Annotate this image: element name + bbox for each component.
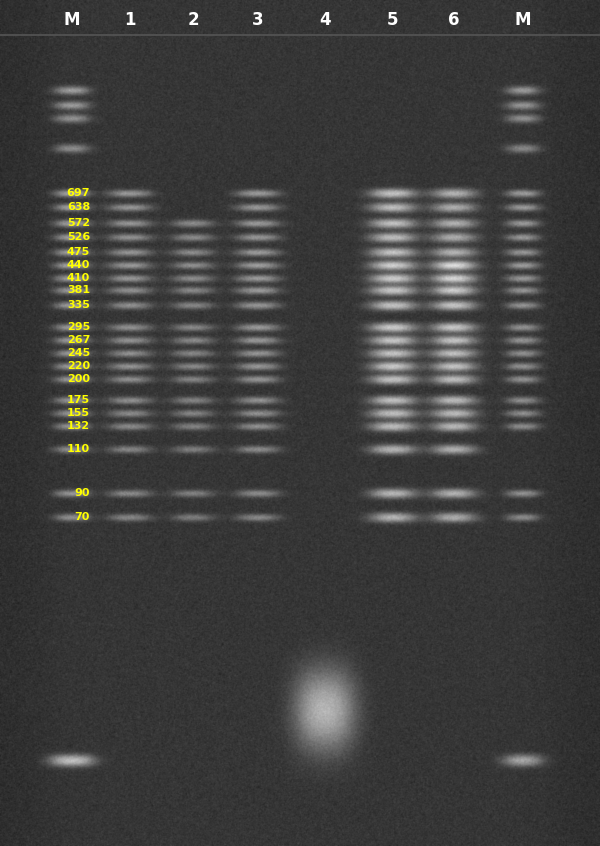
Text: 220: 220	[67, 361, 90, 371]
Text: 155: 155	[67, 408, 90, 418]
Text: 4: 4	[319, 11, 331, 29]
Text: 70: 70	[74, 512, 90, 522]
Text: 200: 200	[67, 374, 90, 384]
Text: 90: 90	[74, 488, 90, 498]
Text: 175: 175	[67, 395, 90, 405]
Text: 381: 381	[67, 285, 90, 295]
Text: 410: 410	[67, 273, 90, 283]
Text: 295: 295	[67, 322, 90, 332]
Text: M: M	[515, 11, 531, 29]
Text: 526: 526	[67, 232, 90, 242]
Text: 5: 5	[387, 11, 399, 29]
Text: 572: 572	[67, 218, 90, 228]
Text: 110: 110	[67, 444, 90, 454]
Text: 2: 2	[187, 11, 199, 29]
Text: M: M	[64, 11, 80, 29]
Text: 132: 132	[67, 421, 90, 431]
Text: 475: 475	[67, 247, 90, 257]
Text: 3: 3	[252, 11, 264, 29]
Text: 1: 1	[124, 11, 136, 29]
Text: 267: 267	[67, 335, 90, 345]
Text: 245: 245	[67, 348, 90, 358]
Text: 335: 335	[67, 300, 90, 310]
Text: 638: 638	[67, 202, 90, 212]
Text: 697: 697	[67, 188, 90, 198]
Text: 6: 6	[448, 11, 460, 29]
Text: 440: 440	[67, 260, 90, 270]
